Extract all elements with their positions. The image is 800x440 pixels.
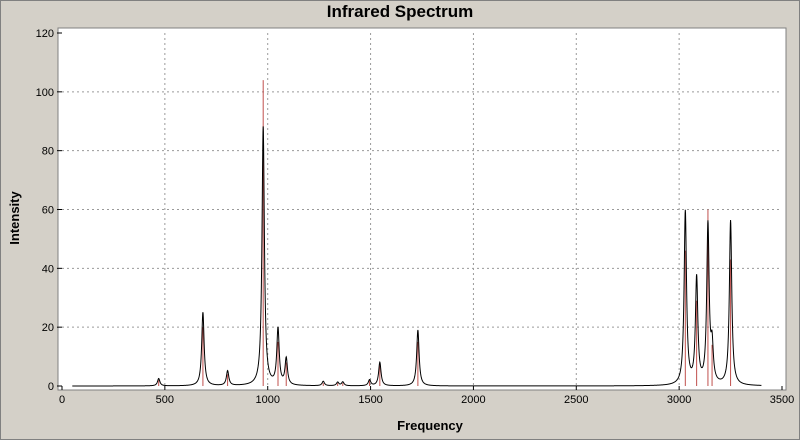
x-tick-label: 1000	[255, 394, 279, 406]
y-tick-label: 100	[36, 87, 54, 99]
y-tick-label: 40	[42, 263, 54, 275]
x-tick-label: 2000	[461, 394, 485, 406]
x-tick-label: 0	[59, 394, 65, 406]
axis-ticks: 0 500 1000 1500 2000 2500 3000 3500 0 20 40 60 80 100…	[36, 28, 795, 406]
y-axis-title-wrap: Intensity	[7, 191, 27, 244]
chart-title: Infrared Spectrum	[326, 2, 474, 21]
spectrum-line	[72, 126, 762, 387]
y-tick-label: 80	[42, 146, 54, 158]
x-tick-label: 3500	[770, 394, 794, 406]
y-tick-label: 20	[42, 322, 54, 334]
grid-lines	[62, 33, 782, 386]
y-tick-label: 120	[36, 28, 54, 40]
y-tick-label: 60	[42, 205, 54, 217]
x-tick-label: 3000	[667, 394, 691, 406]
y-axis-title: Intensity	[7, 191, 22, 245]
x-axis-title: Frequency	[397, 418, 463, 433]
x-tick-label: 500	[156, 394, 174, 406]
y-tick-label: 0	[48, 381, 54, 393]
x-tick-label: 1500	[358, 394, 382, 406]
x-tick-label: 2500	[564, 394, 588, 406]
